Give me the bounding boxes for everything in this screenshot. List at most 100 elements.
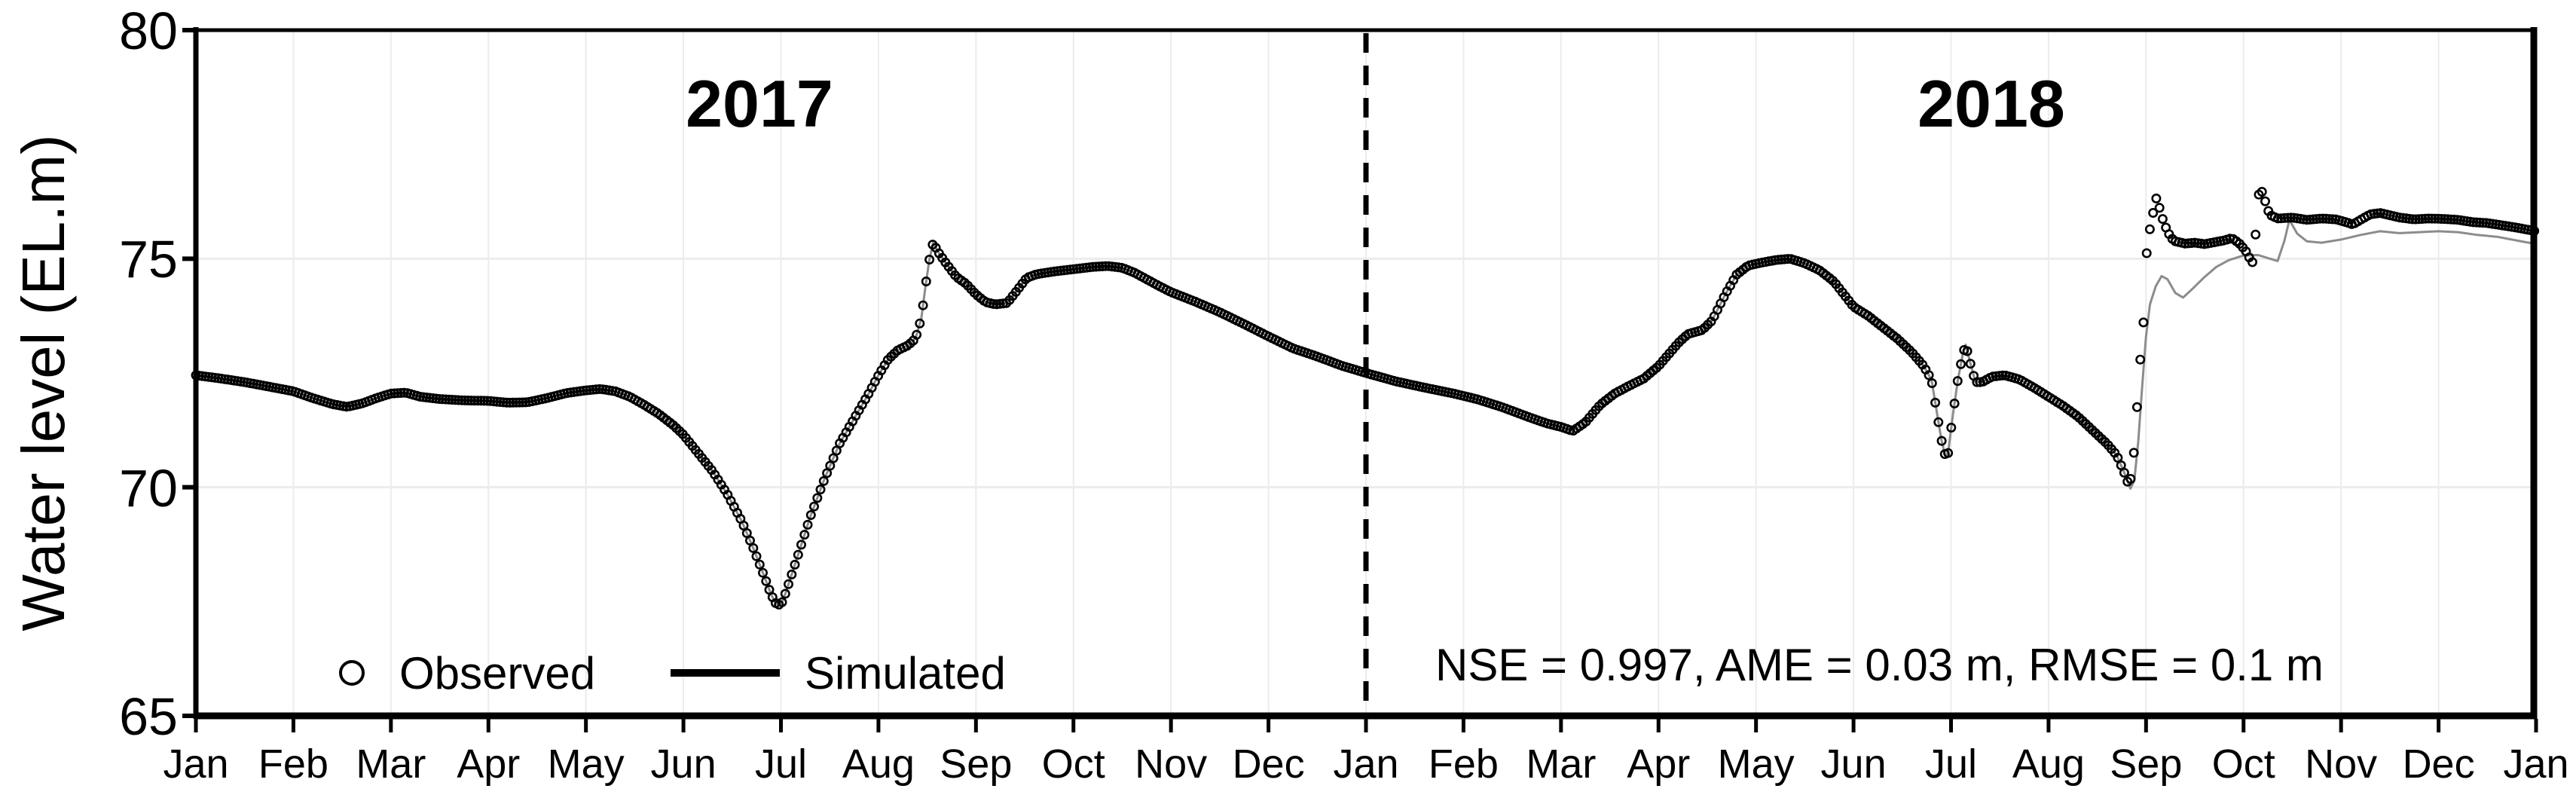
observed-point <box>444 394 454 405</box>
observed-point <box>777 597 787 607</box>
data-series <box>191 187 2540 610</box>
observed-point <box>2251 229 2261 240</box>
observed-point <box>2138 317 2149 328</box>
observed-point <box>784 579 794 589</box>
x-tick-label-apr-15: Apr <box>1627 741 1690 787</box>
observed-point <box>514 397 524 408</box>
y-axis-ticks <box>182 28 195 718</box>
observed-point <box>761 576 772 586</box>
observed-point <box>1943 448 1954 458</box>
observed-point <box>2443 214 2453 225</box>
observed-point <box>757 567 768 578</box>
y-tick-label-75: 75 <box>119 230 178 289</box>
observed-point <box>1952 376 1963 387</box>
observed-point <box>2286 212 2296 223</box>
observed-point <box>2478 218 2489 228</box>
observed-point <box>466 396 477 406</box>
observed-point <box>1956 359 1966 369</box>
simulated-line <box>195 219 2537 607</box>
x-tick-label-may-4: May <box>548 741 625 787</box>
observed-point <box>1936 436 1947 446</box>
observed-point <box>2468 217 2479 228</box>
x-tick-label-mar-14: Mar <box>1526 741 1596 787</box>
x-tick-label-jan-24: Jan <box>2503 741 2568 787</box>
observed-point <box>2474 217 2485 228</box>
observed-point <box>2273 213 2284 224</box>
observed-point <box>1949 398 1960 408</box>
observed-point <box>457 395 467 405</box>
observed-point <box>812 493 823 503</box>
x-tick-label-may-16: May <box>1718 741 1795 787</box>
observed-point <box>505 397 515 408</box>
x-tick-label-aug-19: Aug <box>2012 741 2085 787</box>
observed-point <box>2279 212 2290 223</box>
observed-point <box>1933 417 1944 427</box>
legend-simulated-label: Simulated <box>805 648 1006 699</box>
observed-point <box>748 543 759 553</box>
x-tick-label-feb-13: Feb <box>1429 741 1499 787</box>
x-tick-label-dec-23: Dec <box>2403 741 2475 787</box>
year-label-2018: 2018 <box>1917 66 2065 141</box>
x-tick-label-apr-3: Apr <box>457 741 520 787</box>
observed-point <box>1965 359 1976 369</box>
observed-point <box>2423 213 2434 224</box>
observed-point <box>1972 377 1982 387</box>
observed-point <box>815 485 826 495</box>
x-tick-label-mar-2: Mar <box>356 741 426 787</box>
observed-point <box>1946 422 1957 433</box>
observed-point <box>2427 213 2437 224</box>
x-tick-label-jul-18: Jul <box>1925 741 1977 787</box>
observed-point <box>790 559 800 570</box>
x-tick-label-oct-21: Oct <box>2212 741 2275 787</box>
observed-point <box>818 475 829 486</box>
observed-point <box>2119 467 2129 478</box>
observed-point <box>2154 203 2165 213</box>
observed-point <box>460 395 470 405</box>
observed-point <box>918 300 928 310</box>
observed-point <box>501 397 512 408</box>
y-tick-label-80: 80 <box>119 2 178 60</box>
observed-point <box>805 509 816 520</box>
x-tick-label-oct-9: Oct <box>1042 741 1105 787</box>
observed-point <box>1087 261 1098 272</box>
observed-point <box>386 388 396 399</box>
observed-point <box>802 519 813 530</box>
observed-markers <box>191 187 2540 610</box>
observed-point <box>2324 214 2335 225</box>
x-tick-label-jan-12: Jan <box>1333 741 1398 787</box>
observed-point <box>1997 370 2008 381</box>
observed-point <box>447 394 457 405</box>
observed-point <box>450 395 460 405</box>
observed-point <box>2436 213 2446 224</box>
observed-point <box>1100 261 1111 271</box>
observed-point <box>1962 346 1972 356</box>
observed-point <box>2157 214 2168 225</box>
x-tick-label-jun-5: Jun <box>651 741 717 787</box>
observed-point <box>2141 248 2152 258</box>
observed-point <box>2449 214 2459 225</box>
x-tick-label-dec-11: Dec <box>1233 741 1305 787</box>
observed-point <box>1927 378 1937 388</box>
observed-point <box>2276 213 2287 224</box>
observed-point <box>915 318 925 329</box>
year-label-2017: 2017 <box>686 66 833 141</box>
observed-point <box>508 397 518 408</box>
observed-point <box>2128 448 2139 458</box>
x-tick-label-jun-17: Jun <box>1821 741 1887 787</box>
observed-point <box>1094 261 1105 272</box>
observed-point <box>2148 207 2159 218</box>
observed-point <box>2446 214 2456 225</box>
observed-point <box>393 388 403 399</box>
x-tick-label-jul-6: Jul <box>755 741 807 787</box>
observed-point <box>2417 213 2428 224</box>
observed-point <box>434 393 445 404</box>
observed-point <box>787 569 797 579</box>
observed-point <box>2420 213 2431 224</box>
observed-point <box>2131 402 2142 412</box>
observed-point <box>454 395 464 405</box>
observed-point <box>511 397 521 408</box>
y-tick-label-70: 70 <box>119 459 178 518</box>
y-tick-label-65: 65 <box>119 687 178 746</box>
observed-point <box>912 329 922 340</box>
